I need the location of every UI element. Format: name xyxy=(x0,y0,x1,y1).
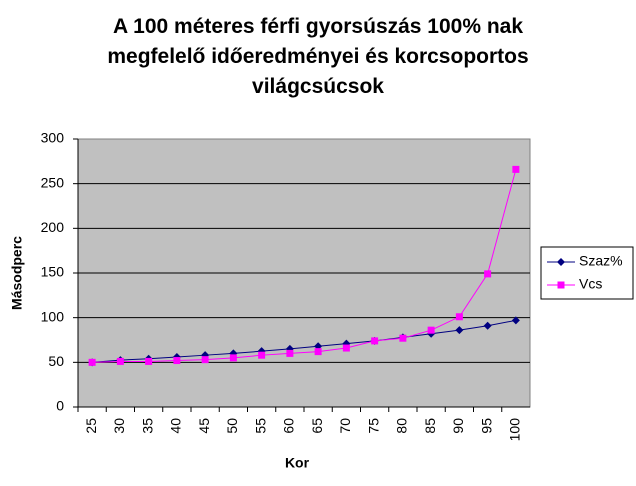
marker xyxy=(557,258,565,266)
y-axis-label: Másodperc xyxy=(9,236,25,310)
marker xyxy=(455,326,464,335)
x-tick-label: 80 xyxy=(394,418,410,434)
x-tick-label: 25 xyxy=(83,418,99,434)
series-line xyxy=(92,169,517,363)
x-tick-label: 30 xyxy=(111,418,127,434)
marker xyxy=(399,334,407,342)
legend xyxy=(540,246,634,300)
x-tick-label: 40 xyxy=(168,418,184,434)
marker xyxy=(201,356,209,364)
legend-label: Vcs xyxy=(579,276,602,292)
x-tick-label: 50 xyxy=(224,418,240,434)
chart-title: A 100 méteres férfi gyorsúszás 100% nak … xyxy=(107,15,529,98)
marker xyxy=(145,357,153,365)
marker xyxy=(455,313,463,321)
marker xyxy=(557,281,565,289)
y-tick-label: 300 xyxy=(41,130,65,146)
marker xyxy=(342,344,350,352)
y-tick-label: 100 xyxy=(41,308,65,324)
x-tick-label: 90 xyxy=(450,418,466,434)
y-tick-label: 250 xyxy=(41,174,65,190)
x-tick-label: 55 xyxy=(252,418,268,434)
y-tick-label: 150 xyxy=(41,264,65,280)
marker xyxy=(88,358,96,366)
marker xyxy=(286,349,294,357)
x-tick-label: 65 xyxy=(309,418,325,434)
x-tick-label: 70 xyxy=(337,418,353,434)
y-tick-label: 50 xyxy=(48,353,64,369)
x-tick-label: 95 xyxy=(478,418,494,434)
marker xyxy=(229,354,237,362)
marker xyxy=(173,357,181,365)
marker xyxy=(116,357,124,365)
marker xyxy=(258,351,266,359)
marker xyxy=(483,321,492,330)
marker xyxy=(511,316,520,325)
marker xyxy=(512,165,520,173)
x-tick-label: 100 xyxy=(507,418,523,442)
y-tick-label: 0 xyxy=(56,398,64,414)
x-tick-label: 85 xyxy=(422,418,438,434)
x-tick-label: 60 xyxy=(281,418,297,434)
x-tick-label: 35 xyxy=(139,418,155,434)
marker xyxy=(371,337,379,345)
series-line xyxy=(92,319,516,363)
x-axis-label: Kor xyxy=(285,455,310,471)
x-tick-label: 75 xyxy=(365,418,381,434)
y-tick-label: 200 xyxy=(41,219,65,235)
marker xyxy=(427,326,435,334)
legend-label: Szaz% xyxy=(579,253,623,269)
marker xyxy=(314,348,322,356)
marker xyxy=(484,270,492,278)
x-tick-label: 45 xyxy=(196,418,212,434)
